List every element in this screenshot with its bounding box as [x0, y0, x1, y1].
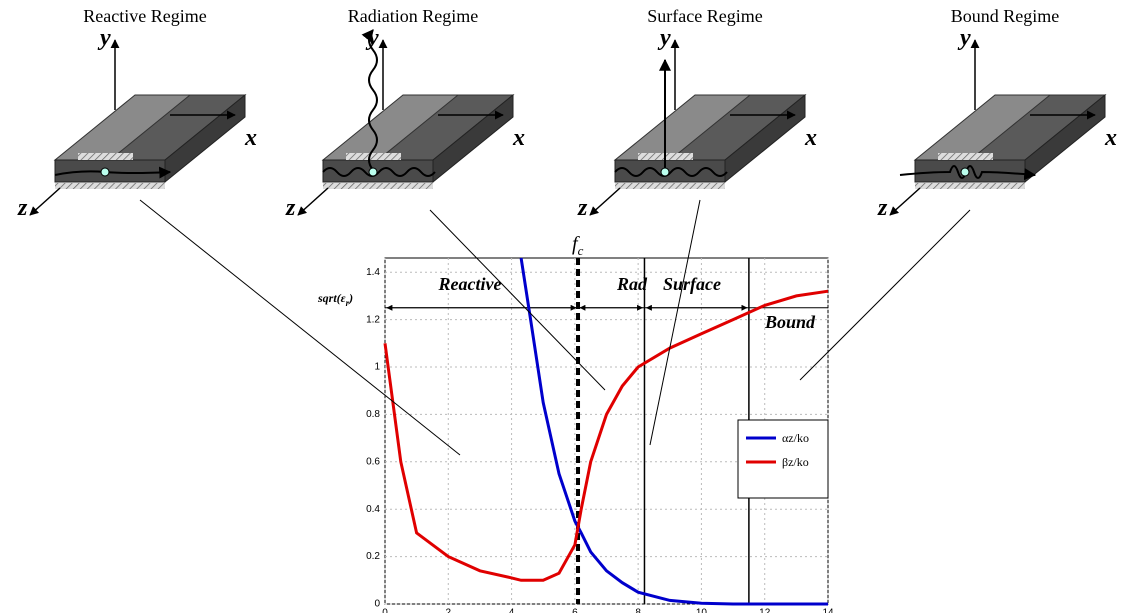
- x-tick-label: 12: [759, 608, 771, 613]
- leader-line: [649, 199, 701, 446]
- legend-label: αz/ko: [782, 431, 809, 445]
- axis-letter: y: [365, 25, 379, 51]
- diagram-title: Radiation Regime: [348, 6, 478, 26]
- series-line: [519, 257, 828, 606]
- slab-front: [914, 159, 1026, 183]
- y-tick-label: 0.4: [366, 504, 380, 515]
- source: [660, 167, 670, 177]
- slab-front: [322, 159, 434, 183]
- y-tick-label: 0.2: [366, 551, 380, 562]
- ground: [615, 183, 725, 189]
- y-tick-label: 1.2: [366, 314, 380, 325]
- diagram-title: Surface Regime: [647, 6, 762, 26]
- source: [100, 167, 110, 177]
- axis-letter: z: [285, 195, 296, 221]
- leader-line: [429, 209, 606, 391]
- sqrt-er-a: sqrt(ε: [317, 291, 346, 305]
- y-tick-label: 1: [374, 362, 380, 373]
- leader-line: [139, 199, 461, 456]
- axis-letter: z: [17, 195, 28, 221]
- y-tick-label: 0.6: [366, 456, 380, 467]
- y-tick-label: 1.4: [366, 267, 380, 278]
- x-tick-label: 0: [382, 608, 388, 613]
- axis-letter: y: [957, 25, 971, 51]
- diagram-title: Bound Regime: [951, 6, 1060, 26]
- axis-letter: y: [657, 25, 671, 51]
- x-tick-label: 6: [572, 608, 578, 613]
- ground: [915, 183, 1025, 189]
- region-label: Reactive: [438, 274, 502, 294]
- slab-front: [614, 159, 726, 183]
- region-label: Bound: [764, 312, 816, 332]
- x-tick-label: 10: [696, 608, 708, 613]
- legend-box: [737, 419, 829, 499]
- ground: [323, 183, 433, 189]
- strip: [78, 153, 133, 160]
- cutoff-label: fc: [572, 233, 584, 258]
- series-line: [383, 289, 829, 582]
- axis-letter: z: [577, 195, 588, 221]
- wave: [322, 30, 436, 177]
- sqrt-er-b: r: [346, 298, 350, 308]
- axis-letter: x: [512, 125, 525, 151]
- axis-z: [297, 187, 329, 216]
- diagram-title: Reactive Regime: [83, 6, 206, 26]
- sqrt-er-c: ): [348, 291, 353, 305]
- wave: [614, 60, 728, 177]
- cutoff-f: f: [572, 233, 580, 255]
- axis-z: [29, 187, 61, 216]
- axis-letter: z: [877, 195, 888, 221]
- ground: [55, 183, 165, 189]
- axis-letter: x: [244, 125, 257, 151]
- leader-line: [799, 209, 971, 381]
- axis-letter: x: [804, 125, 817, 151]
- legend-label: βz/ko: [782, 455, 809, 469]
- axis-z: [589, 187, 621, 216]
- x-tick-label: 14: [822, 608, 834, 613]
- x-tick-label: 2: [446, 608, 452, 613]
- axis-z: [889, 187, 921, 216]
- x-tick-label: 8: [635, 608, 641, 613]
- slab-front: [54, 159, 166, 183]
- axis-letter: y: [97, 25, 111, 51]
- strip: [938, 153, 993, 160]
- y-tick-label: 0: [374, 599, 380, 610]
- y-tick-label: 0.8: [366, 409, 380, 420]
- region-label: Rad: [616, 274, 648, 294]
- source: [960, 167, 970, 177]
- region-label: Surface: [663, 274, 721, 294]
- cutoff-sub: c: [578, 243, 584, 258]
- axis-letter: x: [1104, 125, 1117, 151]
- sqrt-er-label: sqrt(εr): [317, 291, 353, 308]
- strip: [346, 153, 401, 160]
- x-tick-label: 4: [509, 608, 515, 613]
- source: [368, 167, 378, 177]
